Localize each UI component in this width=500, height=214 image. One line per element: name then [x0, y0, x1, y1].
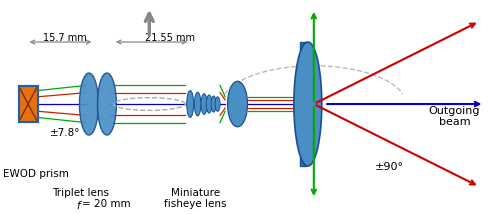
- Text: EWOD prism: EWOD prism: [3, 169, 69, 179]
- Text: ±7.8°: ±7.8°: [50, 128, 80, 138]
- Ellipse shape: [98, 73, 116, 135]
- Text: Triplet lens: Triplet lens: [52, 188, 109, 198]
- Text: = 20 mm: = 20 mm: [82, 199, 130, 209]
- Ellipse shape: [215, 97, 220, 111]
- Bar: [18, 86, 38, 122]
- Text: 21.55 mm: 21.55 mm: [145, 33, 195, 43]
- Bar: [18, 86, 38, 122]
- Text: 15.7 mm: 15.7 mm: [42, 33, 86, 43]
- Ellipse shape: [186, 91, 194, 117]
- Text: ±90°: ±90°: [375, 162, 404, 172]
- Bar: [300, 42, 306, 166]
- Ellipse shape: [194, 92, 201, 116]
- Ellipse shape: [201, 94, 207, 114]
- Text: Outgoing
beam: Outgoing beam: [428, 106, 480, 127]
- Ellipse shape: [206, 95, 212, 113]
- Text: $f$: $f$: [76, 199, 84, 211]
- Ellipse shape: [228, 81, 248, 127]
- Ellipse shape: [80, 73, 98, 135]
- Text: Miniature
fisheye lens: Miniature fisheye lens: [164, 188, 226, 209]
- Ellipse shape: [211, 96, 216, 112]
- Ellipse shape: [294, 42, 322, 166]
